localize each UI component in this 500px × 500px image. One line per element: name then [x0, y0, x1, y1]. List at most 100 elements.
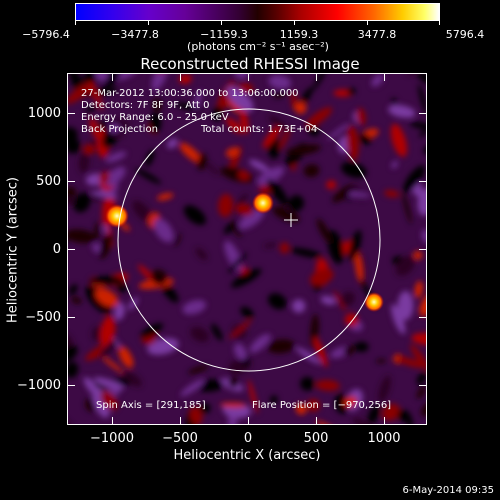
image-texture	[313, 337, 328, 368]
image-texture	[89, 81, 104, 111]
x-tick	[316, 417, 317, 425]
image-texture	[391, 303, 406, 335]
image-texture	[68, 138, 81, 154]
image-texture	[249, 333, 271, 353]
y-tick	[67, 181, 75, 182]
image-texture	[240, 306, 254, 319]
energy-range-text: Energy Range: 6.0 – 25.0 keV	[81, 112, 229, 123]
image-texture	[348, 229, 362, 262]
x-tick-label: 500	[303, 431, 329, 446]
image-texture	[396, 356, 425, 368]
image-texture	[89, 275, 124, 286]
image-texture	[416, 386, 426, 399]
image-texture	[354, 341, 369, 353]
image-texture	[93, 377, 125, 390]
image-texture	[419, 293, 426, 317]
image-texture	[225, 117, 243, 134]
image-texture	[226, 86, 254, 112]
x-tick-label: −500	[162, 431, 198, 446]
x-tick	[112, 73, 113, 81]
y-tick	[67, 249, 75, 250]
y-tick	[67, 385, 75, 386]
colorbar-label: −3477.8	[111, 28, 159, 41]
solar-limb-circle	[117, 108, 381, 372]
image-texture	[225, 147, 240, 158]
image-texture	[315, 420, 337, 424]
x-tick-label: −1000	[90, 431, 134, 446]
image-texture	[151, 74, 169, 91]
x-tick	[384, 73, 385, 81]
image-texture	[100, 390, 118, 411]
image-texture	[128, 297, 139, 311]
flare-position-text: Flare Position = [−970,256]	[252, 400, 392, 411]
image-texture	[420, 399, 426, 417]
image-texture	[100, 315, 116, 349]
image-texture	[418, 129, 426, 138]
image-texture	[421, 229, 426, 244]
image-texture	[238, 208, 265, 230]
bright-source	[364, 292, 384, 312]
image-texture	[73, 192, 91, 213]
image-texture	[167, 138, 178, 149]
x-tick	[180, 73, 181, 81]
colorbar-tick	[439, 21, 440, 25]
image-texture	[147, 338, 179, 355]
image-texture	[262, 122, 283, 149]
image-texture	[268, 115, 288, 130]
image-texture	[391, 160, 399, 169]
image-texture	[352, 418, 380, 424]
bright-source	[252, 192, 274, 214]
colorbar-tick	[367, 21, 368, 25]
image-texture	[135, 168, 162, 185]
image-texture	[190, 326, 210, 343]
image-texture	[218, 193, 234, 218]
colorbar-label: 1159.3	[279, 28, 319, 41]
x-tick	[384, 417, 385, 425]
image-texture	[300, 376, 315, 391]
image-texture	[417, 187, 426, 216]
image-texture	[122, 370, 142, 387]
image-texture	[194, 90, 202, 110]
image-texture	[334, 393, 350, 414]
image-texture	[212, 106, 223, 122]
image-texture	[188, 365, 209, 374]
image-texture	[356, 107, 366, 126]
image-texture	[279, 128, 291, 150]
image-texture	[68, 229, 96, 244]
rhessi-image: 27-Mar-2012 13:00:36.000 to 13:06:00.000…	[67, 73, 427, 425]
y-tick	[419, 181, 427, 182]
image-texture	[103, 74, 122, 87]
image-texture	[104, 166, 126, 187]
x-tick	[112, 417, 113, 425]
image-texture	[82, 74, 104, 85]
image-texture	[327, 230, 344, 265]
image-texture	[156, 193, 174, 201]
image-texture	[233, 343, 247, 360]
colorbar-label: −5796.4	[22, 28, 70, 41]
timestamp: 6-May-2014 09:35	[402, 485, 494, 496]
image-texture	[220, 166, 254, 183]
x-tick-label: 1000	[367, 431, 401, 446]
image-texture	[340, 291, 356, 307]
image-texture	[149, 112, 162, 134]
image-texture	[249, 159, 269, 172]
image-texture	[92, 387, 110, 418]
image-texture	[411, 332, 426, 346]
image-texture	[68, 345, 78, 362]
image-texture	[418, 83, 426, 115]
image-texture	[299, 87, 313, 107]
image-texture	[332, 184, 354, 203]
image-map	[68, 74, 426, 424]
image-texture	[263, 242, 277, 248]
image-texture	[367, 405, 380, 424]
colorbar-label: 5796.4	[445, 28, 485, 41]
image-texture	[211, 323, 223, 341]
image-texture	[99, 172, 110, 184]
image-texture	[178, 74, 192, 84]
image-texture	[153, 218, 174, 243]
x-tick-label: 0	[243, 431, 253, 446]
time-range-text: 27-Mar-2012 13:00:36.000 to 13:06:00.000	[81, 88, 299, 99]
y-tick-label: 1000	[27, 106, 61, 121]
image-texture	[152, 98, 162, 112]
image-texture	[114, 302, 125, 321]
